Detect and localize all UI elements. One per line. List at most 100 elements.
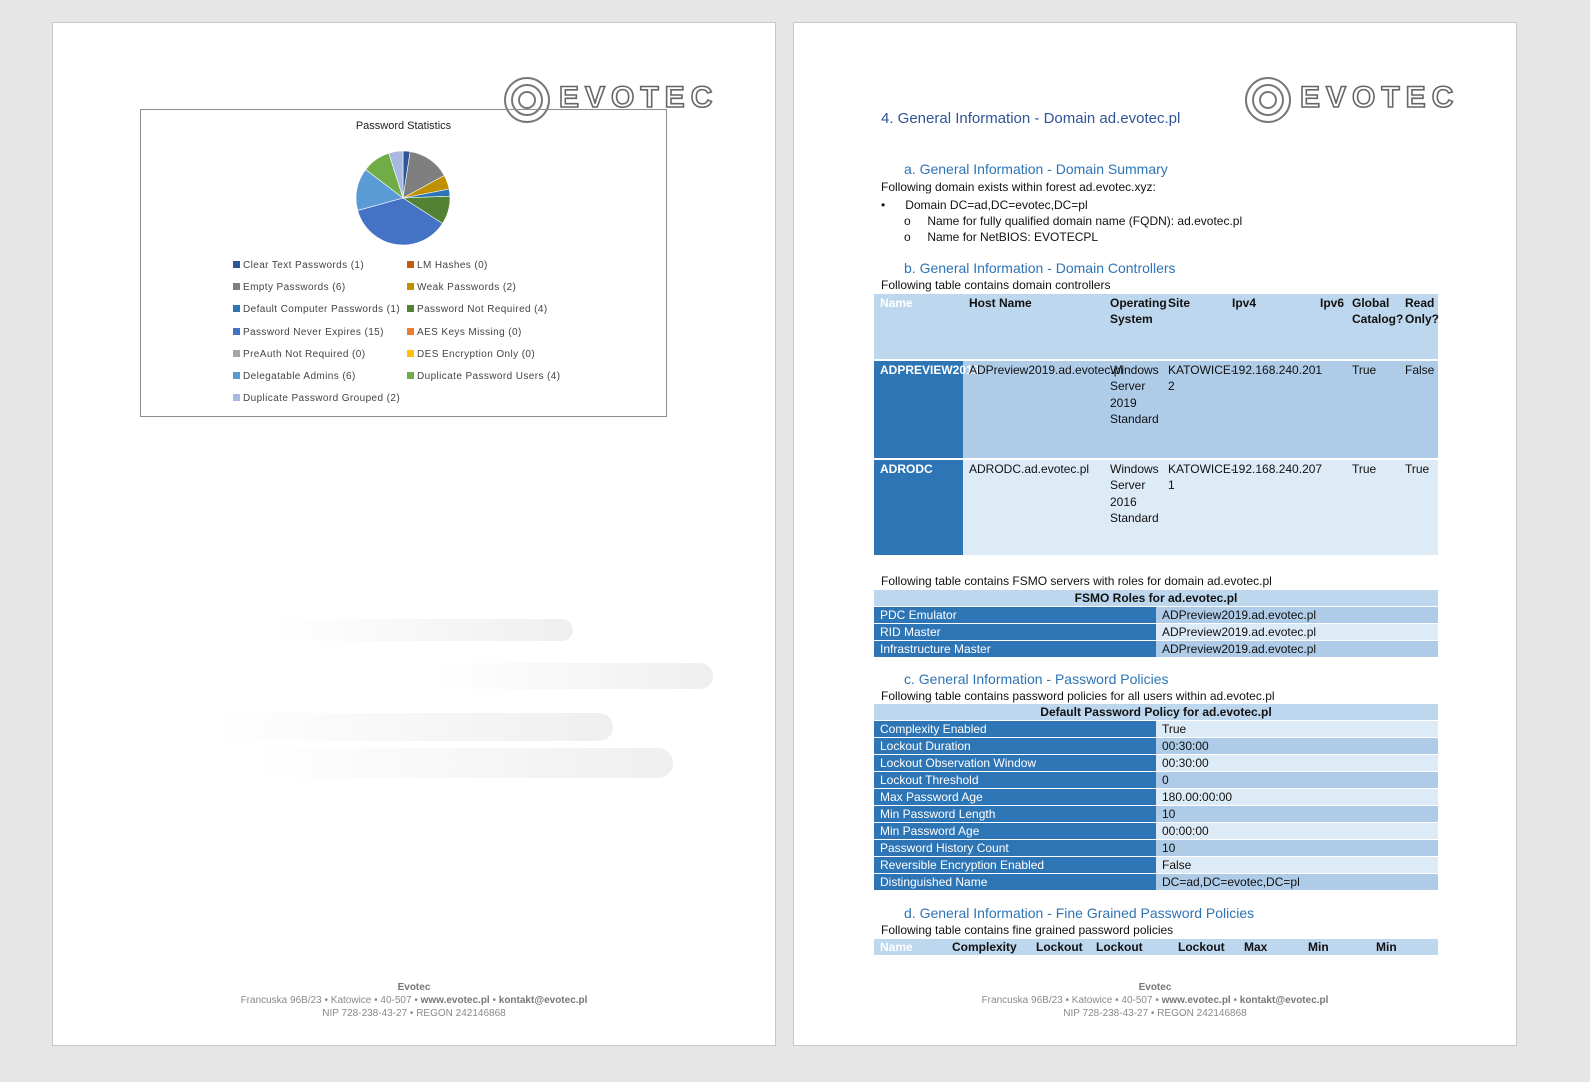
header-cell: Name (874, 294, 963, 361)
legend-swatch (407, 327, 414, 335)
table-row: Distinguished Name DC=ad,DC=evotec,DC=pl (874, 873, 1438, 891)
cell: DC=ad,DC=evotec,DC=pl (1156, 873, 1438, 891)
cell: ADRODC.ad.evotec.pl (963, 459, 1104, 557)
cell: Min Password Age (874, 822, 1156, 840)
header-cell: Max (1244, 940, 1268, 954)
cell: ADPreview2019.ad.evotec.pl (1156, 606, 1439, 624)
cell: PDC Emulator (874, 606, 1156, 624)
cell: RID Master (874, 623, 1156, 641)
pie-slice (388, 150, 404, 199)
cell: KATOWICE-1 (1162, 459, 1235, 557)
cell: Distinguished Name (874, 873, 1156, 891)
cell: ADPreview2019.ad.evotec.pl (1156, 640, 1439, 658)
bullet: • Domain DC=ad,DC=evotec,DC=pl (881, 198, 1088, 212)
table-title: FSMO Roles for ad.evotec.pl (874, 590, 1439, 607)
bullet-text: Domain DC=ad,DC=evotec,DC=pl (905, 198, 1088, 212)
cell: False (1156, 856, 1438, 874)
logo-swirl-icon (1245, 77, 1291, 123)
cell: KATOWICE-2 (1162, 360, 1235, 460)
pie-slice (357, 197, 443, 246)
password-policy-table: Default Password Policy for ad.evotec.pl… (874, 704, 1438, 891)
cell: True (1346, 459, 1399, 557)
cell: Windows Server 2016 Standard (1104, 459, 1162, 557)
table-row: Lockout Duration 00:30:00 (874, 737, 1438, 755)
legend-label: Password Never Expires (15) (243, 326, 384, 338)
cell: 180.00:00:00 (1156, 788, 1438, 806)
cell: 00:30:00 (1156, 737, 1438, 755)
footer: Evotec Francuska 96B/23 • Katowice • 40-… (53, 981, 775, 1020)
legend-swatch (233, 261, 240, 268)
cell: 00:00:00 (1156, 822, 1438, 840)
legend-label: Empty Passwords (6) (243, 282, 346, 294)
header-cell: Min (1308, 940, 1329, 954)
cell: True (1399, 459, 1438, 557)
legend-label: Default Computer Passwords (1) (243, 304, 401, 316)
header-cell: Site (1162, 294, 1226, 361)
sub-bullet: o Name for NetBIOS: EVOTECPL (904, 230, 1099, 244)
text: Following domain exists within forest ad… (881, 180, 1156, 194)
subsection-b-heading: b. General Information - Domain Controll… (904, 260, 1176, 276)
legend-swatch (233, 394, 240, 402)
header-cell: Ipv6 (1314, 294, 1346, 361)
header-cell: Lockout (1178, 940, 1225, 954)
password-statistics-chart: Password Statistics Clear Text Passwords… (140, 109, 667, 417)
footer-www: www.evotec.pl (1161, 995, 1231, 1006)
cell: Max Password Age (874, 788, 1156, 806)
table-row: ADRODC ADRODC.ad.evotec.pl Windows Server … (874, 459, 1438, 557)
cell: ADPreview2019.ad.evotec.pl (1156, 623, 1439, 641)
legend-swatch (233, 305, 240, 313)
cell: Windows Server 2019 Standard (1104, 360, 1162, 460)
legend-item: Weak Passwords (2) (407, 282, 516, 293)
legend-item: Delegatable Admins (6) (233, 371, 356, 382)
footer: Evotec Francuska 96B/23 • Katowice • 40-… (794, 981, 1516, 1020)
sub-bullet-text: Name for fully qualified domain name (FQ… (927, 214, 1243, 228)
header-cell: Min (1376, 940, 1397, 954)
legend-swatch (233, 327, 240, 335)
header-cell: Ipv4 (1226, 294, 1314, 361)
table-title: Default Password Policy for ad.evotec.pl (874, 704, 1438, 721)
table-row: Min Password Age 00:00:00 (874, 822, 1438, 840)
table-row: Password History Count 10 (874, 839, 1438, 857)
cell: 00:30:00 (1156, 754, 1438, 772)
footer-www: www.evotec.pl (420, 995, 490, 1006)
cell: Password History Count (874, 839, 1156, 857)
fine-grained-policy-table: Name Complexity Lockout Lockout Lockout Max Mi… (874, 939, 1438, 955)
sub-bullet-text: Name for NetBIOS: EVOTECPL (927, 230, 1099, 244)
legend-label: Clear Text Passwords (1) (243, 260, 365, 271)
table-header: Name Host Name Operating System Site Ipv4 Ipv… (874, 294, 1439, 361)
legend-swatch (233, 283, 240, 291)
subsection-a-heading: a. General Information - Domain Summary (904, 161, 1168, 177)
cell: True (1156, 720, 1438, 738)
legend-item: Password Not Required (4) (407, 304, 548, 315)
header-cell: Name (880, 940, 913, 954)
header-cell: Lockout (1096, 940, 1143, 954)
footer-address: Francuska 96B/23 • Katowice • 40-507 • (981, 995, 1162, 1006)
cell: False (1399, 360, 1438, 460)
legend-item: PreAuth Not Required (0) (233, 349, 365, 360)
legend-item: DES Encryption Only (0) (407, 349, 535, 360)
logo-text: EVOTEC (1299, 80, 1460, 115)
text: Following table contains fine grained pa… (881, 923, 1174, 937)
cell: Infrastructure Master (874, 640, 1156, 658)
fsmo-table: FSMO Roles for ad.evotec.pl PDC Emulator… (874, 590, 1439, 658)
page-left: EVOTEC Password Statistics Clear Text Pa… (52, 22, 776, 1046)
legend-label: Weak Passwords (2) (417, 282, 517, 294)
footer-address: Francuska 96B/23 • Katowice • 40-507 • (240, 995, 421, 1006)
legend-item: Duplicate Password Grouped (2) (233, 393, 400, 404)
cell: 0 (1156, 771, 1438, 789)
legend-item: AES Keys Missing (0) (407, 327, 522, 338)
subsection-c-heading: c. General Information - Password Polici… (904, 671, 1169, 687)
cell: ADPreview2019.ad.evotec.pl (963, 360, 1123, 460)
table-header: Name Complexity Lockout Lockout Lockout Max Mi… (874, 939, 1438, 955)
legend-swatch (233, 349, 240, 357)
cell: Min Password Length (874, 805, 1156, 823)
cell: 192.168.240.201 (1226, 360, 1322, 460)
legend-swatch (407, 372, 414, 379)
legend-label: Delegatable Admins (6) (243, 371, 356, 382)
header-cell: Operating System (1104, 294, 1167, 361)
legend-label: Password Not Required (4) (417, 304, 548, 316)
table-row: Lockout Threshold 0 (874, 771, 1438, 789)
legend-label: DES Encryption Only (0) (417, 348, 536, 360)
legend-swatch (407, 305, 414, 313)
legend-swatch (407, 349, 414, 357)
